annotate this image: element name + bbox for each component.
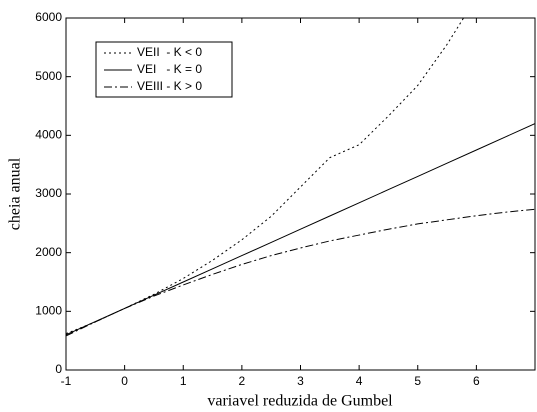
legend-label: VEIII - K > 0 [137,79,202,93]
x-tick-label: 0 [121,374,128,388]
legend-label: VEII - K < 0 [137,45,202,59]
series-line [66,123,535,336]
x-tick-label: 1 [180,374,187,388]
y-axis-label: cheia anual [7,157,24,230]
series-line [66,18,465,335]
x-tick-label: 5 [414,374,421,388]
y-tick-label: 0 [55,362,62,376]
legend-label: VEI - K = 0 [137,62,202,76]
x-axis-label: variavel reduzida de Gumbel [207,393,393,410]
x-tick-label: -1 [61,374,72,388]
y-tick-label: 1000 [35,304,62,318]
series-line [66,208,535,337]
y-tick-label: 6000 [35,10,62,24]
y-tick-label: 2000 [35,245,62,259]
x-tick-label: 2 [239,374,246,388]
y-tick-label: 3000 [35,186,62,200]
x-tick-label: 6 [473,374,480,388]
y-tick-label: 4000 [35,128,62,142]
y-tick-label: 5000 [35,69,62,83]
x-tick-label: 3 [297,374,304,388]
x-tick-label: 4 [356,374,363,388]
